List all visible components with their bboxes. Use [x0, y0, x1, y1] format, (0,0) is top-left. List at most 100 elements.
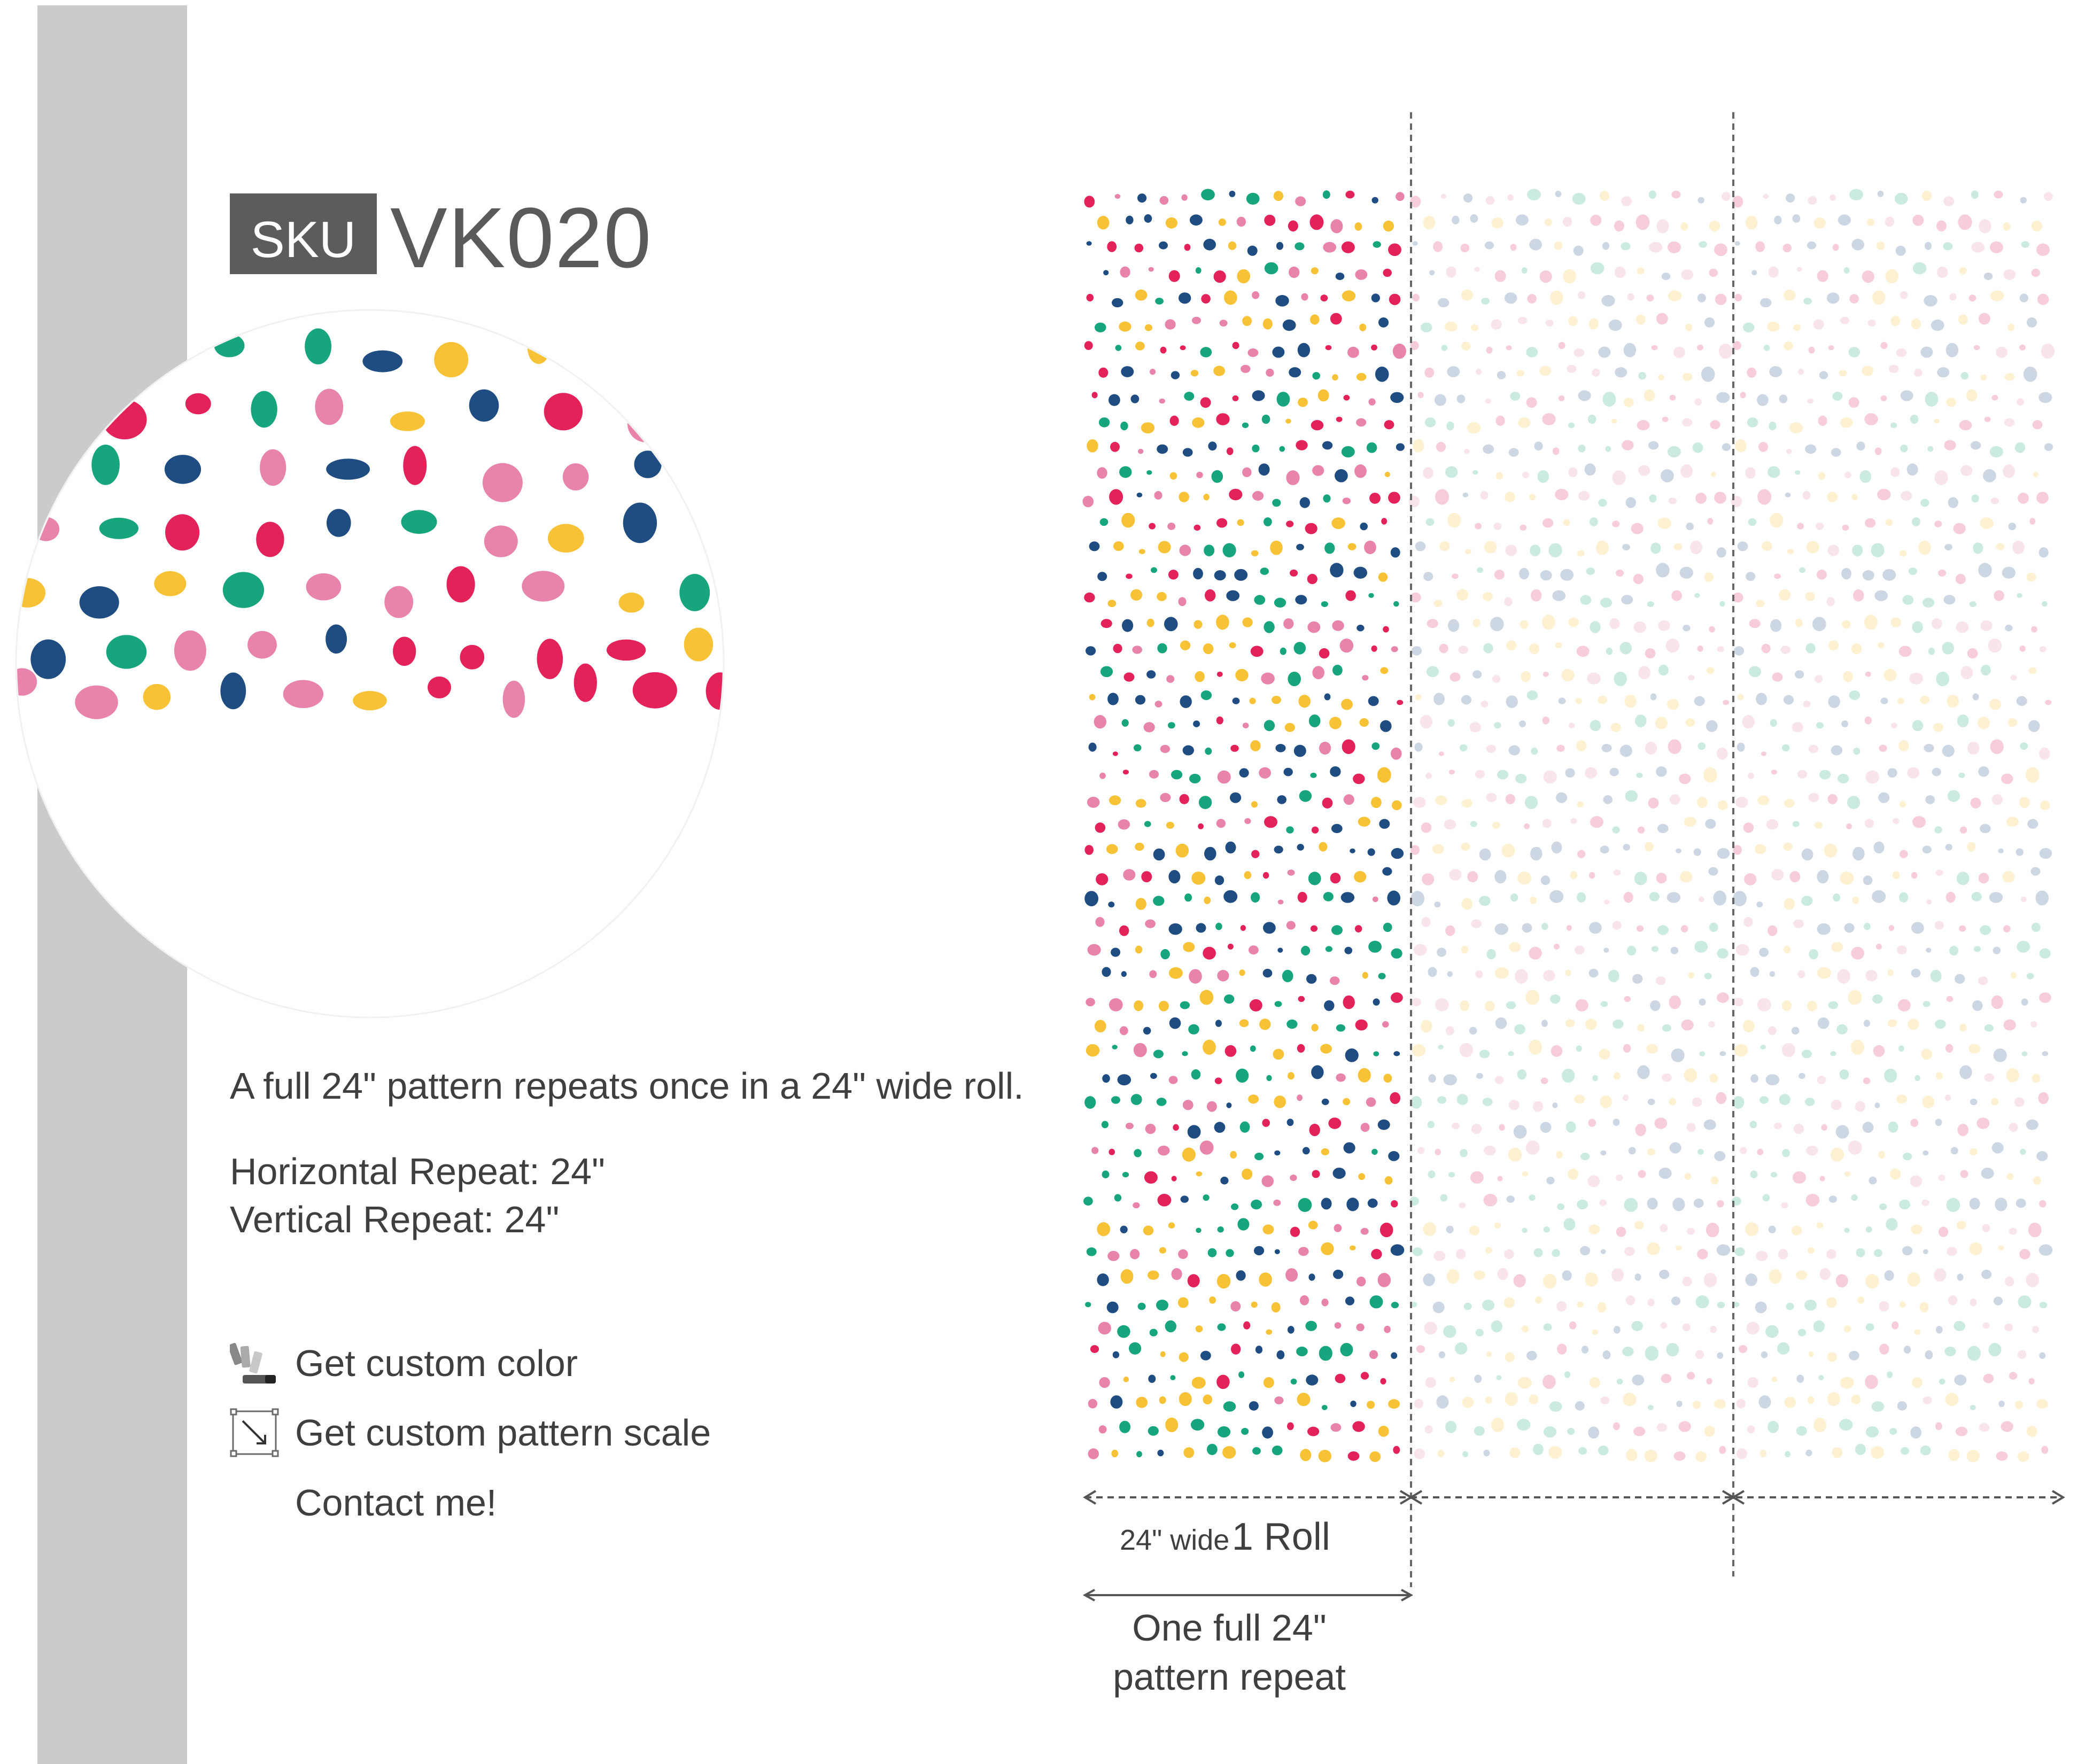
roll-dot [1367, 1198, 1378, 1208]
swatch-dot [99, 517, 139, 539]
roll-dot [1266, 1075, 1272, 1082]
roll-dot [1437, 947, 1447, 957]
roll-dot [1417, 392, 1424, 399]
roll-dot [1412, 1247, 1423, 1256]
roll-dot [1924, 242, 1932, 250]
roll-dot [1432, 844, 1444, 854]
roll-dot [1990, 498, 1999, 504]
custom-color-link[interactable]: Get custom color [230, 1339, 578, 1388]
roll-dot [1589, 1377, 1600, 1388]
roll-dot [1428, 967, 1437, 977]
roll-dot [1491, 319, 1502, 330]
roll-dot [1817, 1076, 1826, 1084]
roll-dot [1165, 319, 1176, 330]
roll-dot [1541, 922, 1548, 930]
roll-dot [1944, 543, 1952, 550]
roll-dot [1959, 1024, 1967, 1032]
roll-dot [1584, 463, 1596, 476]
roll-dot [1840, 872, 1854, 885]
roll-dot [1362, 972, 1368, 979]
roll-dot [1362, 675, 1369, 681]
roll-dot [1704, 317, 1715, 328]
roll-dot [1413, 439, 1424, 453]
roll-dot [1942, 642, 1955, 655]
roll-dot [1495, 472, 1503, 480]
roll-dot [1342, 290, 1356, 301]
roll-dot [1694, 696, 1705, 706]
roll-dot [1556, 744, 1565, 752]
roll-dot [1793, 1123, 1804, 1134]
custom-scale-link[interactable]: Get custom pattern scale [230, 1408, 711, 1457]
roll-dot [1615, 367, 1627, 378]
roll-dot [2036, 1151, 2048, 1161]
roll-dot [1290, 1378, 1297, 1385]
roll-dot [1458, 646, 1468, 654]
swatch-dot [390, 411, 425, 431]
roll-dot [1840, 417, 1853, 428]
roll-dot [1157, 444, 1168, 454]
roll-dot [1200, 690, 1212, 700]
roll-dot [1335, 1373, 1346, 1384]
roll-dot [1754, 844, 1766, 854]
roll-dot [1635, 1123, 1646, 1137]
roll-dot [1412, 293, 1420, 302]
roll-dot [1888, 1121, 1898, 1133]
roll-dot [1484, 541, 1497, 554]
roll-dot [1704, 1426, 1715, 1437]
roll-dot [1697, 1249, 1708, 1260]
roll-dot [1558, 697, 1566, 704]
roll-dot [2026, 572, 2036, 582]
roll-dot [1254, 1246, 1265, 1256]
roll-dot [1967, 648, 1978, 659]
roll-dot [1882, 569, 1896, 581]
roll-dot [1341, 446, 1355, 458]
roll-dot [2008, 522, 2016, 531]
roll-dot [1524, 796, 1538, 809]
roll-dot [1734, 293, 1742, 302]
roll-dot [1189, 774, 1201, 783]
roll-dot [1412, 1044, 1426, 1057]
roll-dot [1887, 1019, 1897, 1027]
roll-dot [1148, 267, 1154, 272]
roll-dot [1091, 392, 1098, 399]
pattern-swatch [8, 302, 732, 1026]
swatch-dot [606, 639, 646, 661]
roll-dot [2001, 1421, 2013, 1432]
roll-dot [1714, 1399, 1726, 1409]
roll-dot [1368, 398, 1376, 406]
roll-dot [1855, 1443, 1866, 1455]
roll-dot [1393, 601, 1399, 607]
contact-link[interactable]: Contact me! [295, 1482, 497, 1524]
roll-dot [1271, 1302, 1281, 1313]
roll-dot [1277, 795, 1286, 804]
roll-dot [2045, 700, 2052, 705]
roll-dot [1807, 1000, 1817, 1012]
roll-dot [1179, 492, 1189, 502]
roll-dot [1529, 238, 1542, 251]
roll-dot [2003, 222, 2011, 231]
roll-dot [1699, 241, 1707, 248]
roll-dot [1645, 1346, 1658, 1361]
roll-dot [1889, 1428, 1897, 1435]
roll-dot [1388, 1151, 1400, 1161]
roll-dot [1980, 517, 1994, 529]
roll-dot [1706, 1378, 1712, 1385]
roll-dot [1864, 922, 1871, 930]
roll-dot [1732, 592, 1743, 603]
roll-dot [1797, 523, 1804, 530]
roll-dot [1524, 823, 1530, 829]
roll-dot [1429, 270, 1435, 276]
roll-dot [1136, 1451, 1142, 1458]
roll-dot [1095, 822, 1106, 833]
roll-dot [1445, 1420, 1457, 1433]
roll-dot [1701, 367, 1715, 382]
roll-dot [1088, 742, 1097, 752]
roll-dot [1613, 1422, 1620, 1431]
roll-dot [1978, 766, 1989, 777]
roll-dot [1228, 241, 1237, 250]
roll-dot [1241, 364, 1251, 373]
roll-dot [1770, 512, 1784, 528]
roll-dot [1830, 194, 1836, 201]
roll-dot [1717, 1200, 1724, 1208]
roll-dot [1391, 1302, 1399, 1309]
